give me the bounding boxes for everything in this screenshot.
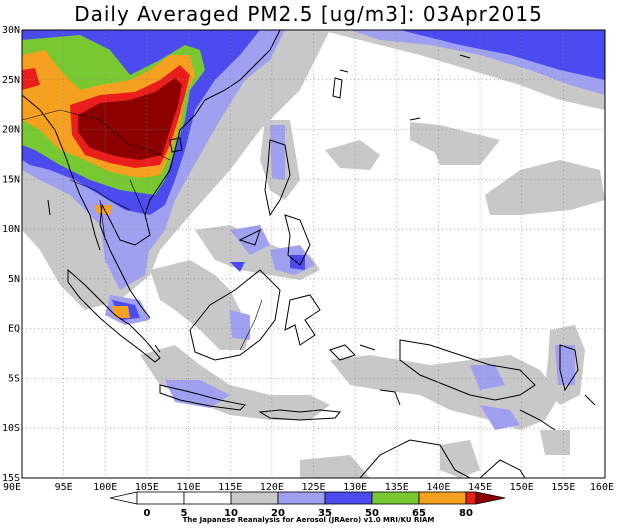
longitude-label: 125E [301,482,325,493]
colorbar-swatch-5-10 [183,491,232,505]
colorbar-tick-label: 50 [365,508,379,519]
latitude-label: EQ [8,324,20,335]
credit-text: The Japanese Reanalysis for Aerosol (JRA… [182,516,435,524]
longitude-label: 120E [260,482,284,493]
longitude-label: 100E [93,482,117,493]
map-title: Daily Averaged PM2.5 [ug/m3]: 03Apr2015 [74,2,543,26]
latitude-label: 15N [2,174,20,185]
colorbar-tick-labels: 0 5 10 20 35 50 65 80 [144,508,473,519]
plot-frame [21,29,606,479]
colorbar-tick-label: 20 [271,508,285,519]
colorbar-tick-label: 0 [144,508,151,519]
pm25-contours [22,30,605,478]
latitude-label: 25N [2,75,20,86]
latitude-labels: 30N 25N 20N 15N 10N 5N EQ 5S 10S 15S [2,25,20,484]
longitude-label: 160E [590,482,614,493]
latitude-label: 10S [2,423,20,434]
colorbar-tick-label: 35 [318,508,332,519]
colorbar-swatch-50-65 [371,491,420,505]
colorbar-swatch-80-plus [465,491,477,505]
colorbar-swatch-65-80 [418,491,467,505]
longitude-label: 115E [218,482,242,493]
latitude-label: 20N [2,125,20,136]
colorbar-swatch-20-35 [277,491,326,505]
longitude-label: 95E [55,482,73,493]
latitude-label: 5S [8,373,20,384]
colorbar-swatch-0-5 [136,491,185,505]
colorbar: 0 5 10 20 35 50 65 80 [109,491,506,519]
latitude-label: 5N [8,274,20,285]
longitude-label: 130E [343,482,367,493]
colorbar-low-arrow [109,491,138,505]
colorbar-tick-label: 80 [459,508,473,519]
longitude-label: 105E [135,482,159,493]
colorbar-tick-label: 65 [412,508,426,519]
longitude-label: 135E [385,482,409,493]
colorbar-swatch-10-20 [230,491,279,505]
latitude-label: 10N [2,224,20,235]
colorbar-high-arrow [475,491,506,505]
longitude-label: 140E [426,482,450,493]
colorbar-tick-label: 10 [224,508,238,519]
longitude-labels: 90E 95E 100E 105E 110E 115E 120E 125E 130E 135E 14… [3,482,614,493]
borders [22,109,263,351]
longitude-label: 150E [510,482,534,493]
colorbar-tick-label: 5 [181,508,188,519]
latitude-label: 30N [2,25,20,36]
longitude-label: 145E [468,482,492,493]
latitude-label: 15S [2,473,20,484]
grid-lines [22,30,605,478]
longitude-label: 90E [3,482,21,493]
longitude-label: 110E [177,482,201,493]
pm25-band-peak [78,78,182,160]
longitude-label: 155E [551,482,575,493]
coastlines [22,30,596,478]
colorbar-swatch-35-50 [324,491,373,505]
